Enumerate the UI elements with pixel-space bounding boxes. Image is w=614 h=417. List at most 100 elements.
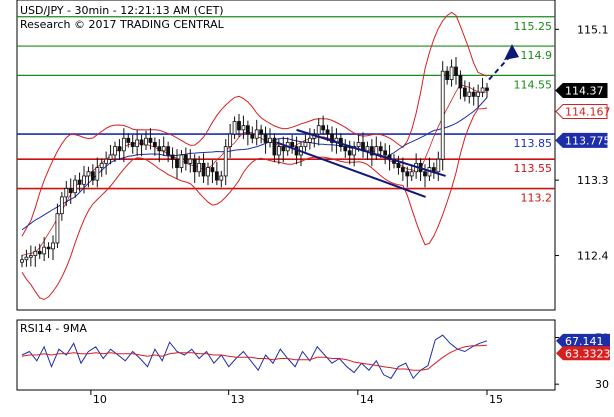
candle: [458, 70, 463, 100]
candle: [108, 144, 113, 165]
candle: [148, 128, 153, 150]
candle: [139, 134, 144, 157]
x-tick-label: 13: [231, 393, 245, 406]
candle: [59, 191, 64, 221]
candle: [423, 164, 427, 188]
candle: [113, 141, 117, 163]
candle: [476, 84, 481, 108]
candle: [383, 143, 388, 165]
candle: [86, 166, 91, 188]
candle: [228, 124, 233, 158]
rsi-tick-label: 30: [595, 378, 609, 391]
bollinger-upper: [21, 11, 488, 237]
candle: [250, 126, 255, 144]
candle: [77, 172, 82, 192]
candle: [121, 128, 126, 163]
candle: [219, 170, 224, 188]
channel-upper-line: [296, 128, 446, 177]
candle: [37, 243, 42, 259]
candle: [206, 162, 210, 186]
candle: [28, 245, 33, 267]
rsi-tag-label: 67.141: [565, 335, 604, 348]
candle: [46, 242, 51, 259]
x-tick-label: 10: [93, 393, 107, 406]
candle: [232, 116, 237, 140]
candle: [427, 157, 432, 181]
candle: [188, 149, 193, 173]
candle: [223, 139, 228, 186]
candle: [480, 77, 485, 98]
price-tag-label: 114.37: [565, 84, 604, 97]
chart-copyright: Research © 2017 TRADING CENTRAL: [20, 18, 224, 31]
level-label: 113.55: [514, 162, 553, 175]
level-label: 113.85: [514, 137, 553, 150]
candle: [175, 149, 179, 179]
price-tag-moving_average: 113.775: [555, 132, 611, 148]
channel-lower-line: [276, 141, 426, 198]
candle: [179, 149, 184, 173]
candle: [245, 120, 250, 146]
candle: [130, 134, 135, 154]
bollinger-lower: [21, 107, 488, 301]
candle: [330, 126, 334, 152]
candle: [436, 151, 441, 181]
candle: [161, 136, 166, 156]
candle: [33, 246, 38, 267]
candle: [144, 130, 148, 150]
candle: [259, 124, 264, 144]
candle: [409, 164, 414, 181]
level-label: 113.2: [521, 192, 553, 205]
price-tag-label: 114.167: [565, 105, 611, 118]
candle: [183, 147, 188, 171]
y-tick-label: 115.1: [577, 23, 609, 36]
candle: [210, 160, 215, 184]
candle: [316, 118, 321, 146]
candle: [152, 137, 157, 156]
x-tick-label: 14: [360, 393, 374, 406]
candle: [272, 133, 277, 163]
candle: [214, 161, 219, 186]
candle: [454, 56, 458, 85]
candle: [104, 151, 109, 175]
candle: [170, 147, 175, 169]
candle: [254, 119, 259, 146]
level-label: 114.55: [514, 78, 553, 91]
candle: [312, 129, 317, 148]
candle: [299, 141, 303, 167]
candle: [440, 61, 445, 171]
candle: [117, 139, 122, 161]
level-label: 115.25: [514, 20, 553, 33]
candle: [303, 134, 308, 152]
candle: [99, 158, 104, 177]
projection-arrow-head: [504, 44, 519, 61]
rsi-title: RSI14 - 9MA: [20, 322, 87, 335]
candle: [237, 113, 241, 137]
candle: [263, 126, 268, 154]
candle: [82, 165, 86, 194]
candle: [20, 254, 24, 268]
rsi-tag-rsi_ma: 63.3323: [556, 346, 611, 361]
price-tag-label: 113.775: [565, 134, 611, 147]
candle: [471, 87, 476, 106]
y-tick-label: 112.4: [577, 250, 609, 263]
candle: [307, 128, 312, 150]
candle: [135, 129, 140, 156]
candle: [166, 141, 171, 163]
rsi-series-rsi: [21, 334, 488, 380]
candle: [485, 82, 489, 98]
candle: [197, 155, 202, 177]
candle: [126, 133, 131, 148]
candle: [192, 154, 197, 184]
candle: [445, 66, 450, 85]
candle: [396, 155, 401, 175]
candle: [51, 235, 55, 261]
bollinger-mid: [21, 83, 488, 256]
y-tick-label: 113.3: [577, 174, 609, 187]
candle: [374, 136, 379, 161]
candle: [24, 249, 29, 267]
candle: [90, 164, 95, 186]
candle: [64, 180, 69, 207]
candle: [290, 134, 295, 154]
candle: [241, 115, 246, 140]
